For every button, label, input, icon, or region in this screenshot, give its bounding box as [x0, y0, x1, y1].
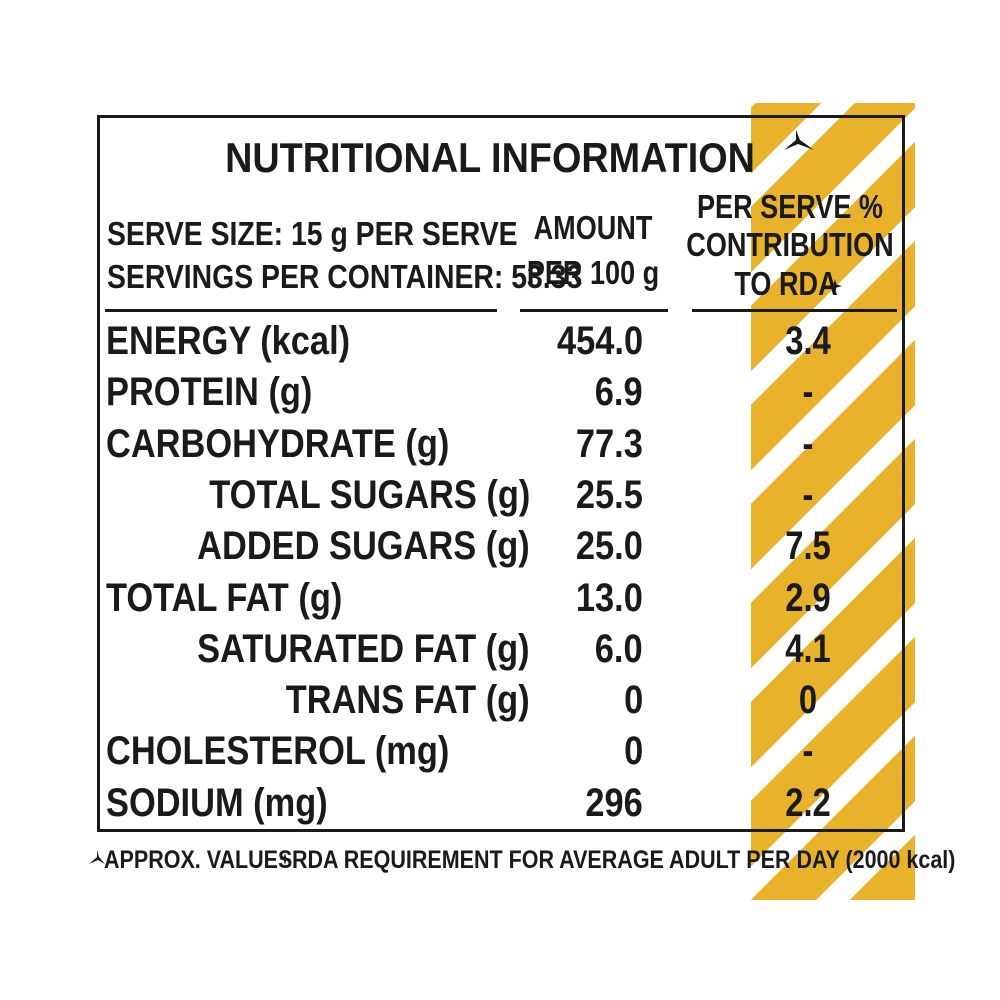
nutrient: CHOLESTEROL (mg) [106, 729, 450, 774]
header-rule [520, 309, 668, 312]
rda-value: 7.5 [785, 524, 831, 569]
rda-value: - [802, 729, 814, 774]
nutrient: TOTAL FAT (g) [106, 575, 343, 620]
rda-value: 2.9 [785, 575, 831, 620]
header-rule [692, 309, 897, 312]
rda-value: - [802, 421, 814, 466]
approx-marker [784, 130, 814, 150]
rda-value: 4.1 [785, 626, 831, 671]
amount: 454.0 [556, 319, 643, 363]
amount: 25.5 [576, 472, 643, 517]
rda-header: TO RDA [734, 265, 838, 302]
approx-marker [89, 850, 105, 864]
rda-header: PER SERVE % [697, 188, 883, 225]
title: NUTRITIONAL INFORMATION [225, 134, 755, 181]
nutrient: SODIUM (mg) [106, 780, 328, 825]
nutrient: TRANS FAT (g) [286, 678, 530, 723]
amount: 77.3 [576, 421, 643, 466]
serve-size: SERVE SIZE: 15 g PER SERVE [107, 215, 518, 252]
nutrient: ADDED SUGARS (g) [197, 524, 530, 569]
rda-value: 0 [798, 678, 818, 723]
amount: 6.0 [595, 626, 643, 671]
rda-value: 3.4 [785, 319, 831, 363]
rda-value: 2.2 [785, 780, 831, 825]
amount: 6.9 [595, 370, 643, 415]
footnote-rda: RDA REQUIREMENT FOR AVERAGE ADULT PER DA… [292, 846, 956, 874]
amount: 296 [585, 780, 643, 825]
rda-marker [279, 853, 291, 865]
rda-value: - [802, 472, 814, 517]
nutrient: ENERGY (kcal) [106, 319, 351, 363]
servings: SERVINGS PER CONTAINER: 53.33 [107, 258, 583, 295]
amount-header: AMOUNT [533, 209, 653, 246]
nutrient: PROTEIN (g) [106, 370, 313, 415]
amount: 25.0 [576, 524, 643, 569]
rda-marker [828, 279, 842, 293]
rda-value: - [802, 370, 814, 415]
nutrient: TOTAL SUGARS (g) [208, 472, 530, 517]
nutrient: SATURATED FAT (g) [197, 626, 530, 671]
amount-header: PER 100 g [526, 254, 660, 291]
label-border [97, 115, 905, 832]
rda-header: CONTRIBUTION [686, 226, 894, 263]
footnote-approx: APPROX. VALUES [104, 846, 293, 874]
amount: 0 [623, 678, 643, 723]
header-rule [105, 309, 497, 312]
nutrient: CARBOHYDRATE (g) [106, 421, 450, 466]
amount: 13.0 [576, 575, 643, 620]
amount: 0 [623, 729, 643, 774]
striped-band [751, 103, 915, 900]
